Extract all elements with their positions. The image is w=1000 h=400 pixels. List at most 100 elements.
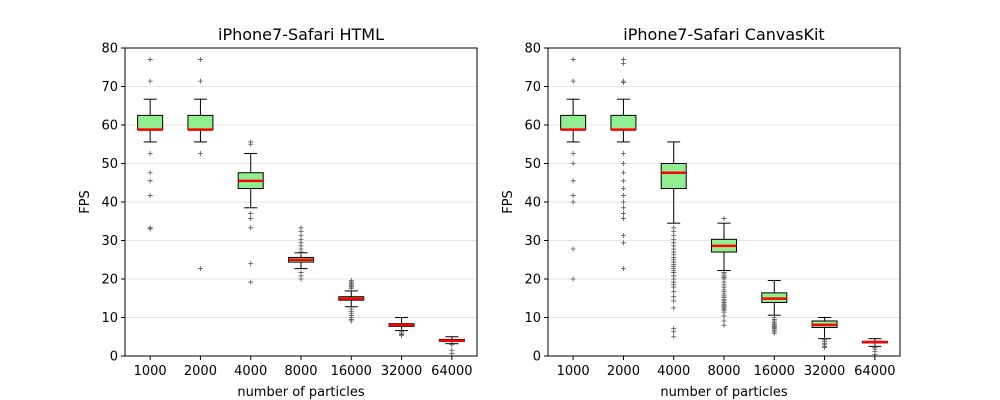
box-64000	[438, 336, 465, 357]
box-iqr	[560, 114, 587, 131]
outlier-point	[570, 78, 576, 84]
y-tick-label: 80	[524, 42, 541, 57]
box-32000	[811, 317, 838, 351]
y-tick-label: 30	[101, 234, 118, 249]
x-tick-label: 8000	[284, 364, 317, 379]
y-tick-label: 20	[524, 273, 541, 288]
x-tick-label: 16000	[331, 364, 372, 379]
x-tick-label: 2000	[184, 364, 217, 379]
outlier-point	[671, 294, 677, 300]
x-axis-label: number of particles	[237, 385, 365, 400]
y-tick-label: 0	[533, 350, 541, 365]
y-tick-label: 30	[524, 234, 541, 249]
y-tick-label: 60	[524, 119, 541, 134]
outlier-point	[721, 216, 727, 222]
outlier-point	[298, 249, 304, 255]
box-8000	[288, 225, 314, 282]
chart-title: iPhone7-Safari HTML	[218, 25, 384, 44]
y-axis-label: FPS	[501, 190, 516, 214]
outlier-point	[570, 192, 576, 198]
outlier-point	[570, 161, 576, 166]
outlier-point	[721, 313, 727, 319]
outlier-point	[671, 298, 677, 304]
x-tick-label: 32000	[381, 364, 422, 379]
x-axis-label: number of particles	[660, 385, 788, 400]
outlier-point	[570, 199, 576, 205]
box-4000	[660, 141, 687, 340]
outlier-point	[147, 57, 153, 63]
box-iqr	[187, 114, 214, 131]
x-tick-label: 4000	[657, 364, 690, 379]
outlier-point	[197, 266, 203, 272]
y-tick-label: 50	[101, 157, 118, 172]
outlier-point	[620, 178, 626, 184]
outlier-point	[298, 276, 304, 282]
y-tick-label: 20	[101, 273, 118, 288]
outlier-point	[620, 216, 626, 222]
box-1000	[137, 57, 164, 232]
outlier-point	[620, 240, 626, 246]
outlier-point	[771, 330, 777, 336]
y-tick-label: 40	[101, 196, 118, 211]
y-tick-label: 60	[101, 119, 118, 134]
box-8000	[711, 216, 737, 328]
outlier-point	[248, 279, 254, 285]
x-tick-label: 32000	[804, 364, 845, 379]
outlier-point	[620, 170, 626, 176]
chart-panel-html: iPhone7-Safari HTML number of particles …	[78, 25, 478, 400]
outlier-point	[671, 305, 677, 311]
outlier-point	[147, 226, 153, 232]
box-16000	[761, 280, 788, 336]
outlier-point	[147, 78, 153, 84]
outlier-point	[197, 78, 203, 84]
y-axis-label: FPS	[78, 190, 93, 214]
x-tick-label: 64000	[854, 364, 895, 379]
chart-panel-canvaskit: iPhone7-Safari CanvasKit number of parti…	[501, 25, 901, 400]
box-64000	[861, 338, 888, 357]
y-tick-label: 80	[101, 42, 118, 57]
x-tick-label: 16000	[754, 364, 795, 379]
outlier-point	[248, 216, 254, 222]
outlier-point	[620, 232, 626, 238]
outlier-point	[671, 284, 677, 290]
outlier-point	[248, 261, 254, 267]
outlier-point	[570, 246, 576, 252]
outlier-point	[620, 60, 626, 66]
outlier-point	[671, 289, 677, 295]
outlier-point	[822, 345, 828, 351]
box-2000	[187, 57, 214, 272]
outlier-point	[721, 318, 727, 324]
outlier-point	[570, 276, 576, 282]
outlier-point	[570, 57, 576, 63]
outlier-point	[197, 57, 203, 63]
box-2000	[610, 57, 637, 272]
outlier-point	[620, 80, 626, 86]
outlier-point	[620, 161, 626, 166]
outlier-point	[348, 318, 354, 324]
box-16000	[338, 278, 365, 324]
outlier-point	[248, 211, 254, 217]
x-tick-label: 2000	[607, 364, 640, 379]
outlier-point	[671, 334, 677, 340]
outlier-point	[721, 322, 727, 328]
outlier-point	[570, 150, 576, 156]
outlier-point	[570, 178, 576, 184]
x-tick-label: 4000	[234, 364, 267, 379]
y-tick-label: 70	[101, 80, 118, 95]
outlier-point	[147, 170, 153, 176]
outlier-point	[620, 186, 626, 192]
x-tick-label: 1000	[557, 364, 590, 379]
outlier-point	[620, 211, 626, 217]
outlier-point	[449, 351, 455, 357]
box-iqr	[610, 114, 637, 131]
y-tick-label: 50	[524, 157, 541, 172]
outlier-point	[147, 192, 153, 198]
box-iqr	[137, 114, 164, 131]
y-tick-label: 10	[101, 311, 118, 326]
outlier-point	[197, 150, 203, 156]
outlier-point	[147, 150, 153, 156]
y-tick-label: 10	[524, 311, 541, 326]
outlier-point	[620, 150, 626, 156]
y-tick-label: 0	[110, 350, 118, 365]
x-tick-label: 64000	[431, 364, 472, 379]
